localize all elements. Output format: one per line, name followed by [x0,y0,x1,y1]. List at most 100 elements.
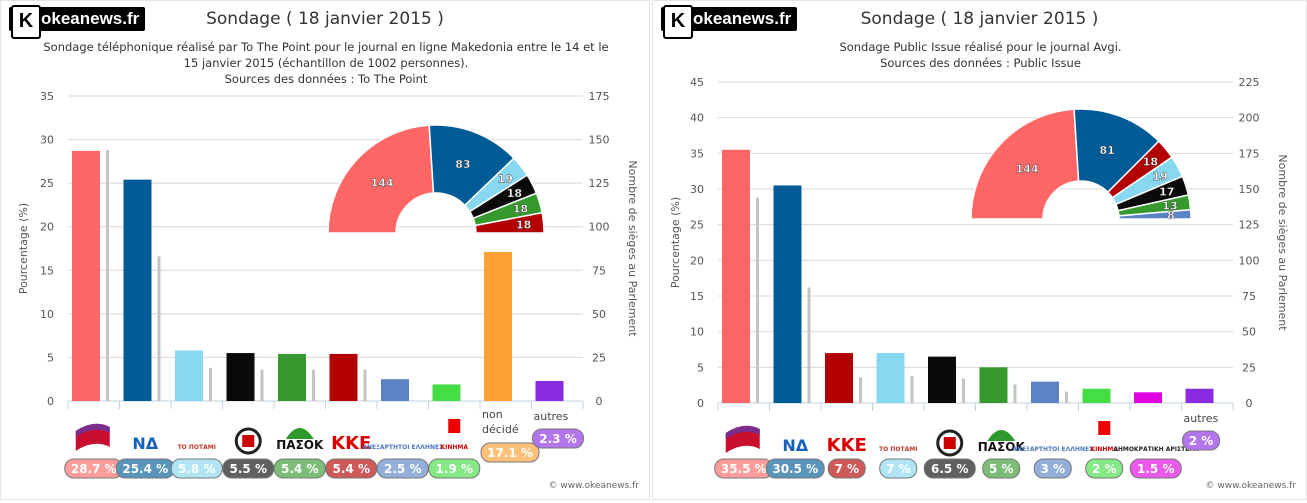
seat-slice-label: 18 [516,219,531,232]
party-logo: ΑΝΕΞΑΡΤΗΤΟΙ ΕΛΛΗΝΕΣ [1012,446,1093,453]
golden-dawn-icon [936,429,964,457]
seat-slice-label: 144 [371,176,394,189]
bar-percentage [381,379,409,401]
party-logo-text: ΝΔ [782,436,808,455]
y-tick-label: 45 [690,76,704,89]
value-pill-label: 5.4 % [333,462,370,476]
y2-tick-label: 0 [596,395,603,408]
value-pill-label: 7 % [834,462,859,476]
party-logo [725,425,760,453]
party-logo-text: ΚΚΕ [331,433,371,454]
seat-slice-label: 18 [507,187,522,200]
category-label: décidé [482,423,519,436]
value-pill-label: 2 % [1092,462,1117,476]
y2-tick-label: 100 [589,221,610,234]
y2-tick-label: 75 [1242,290,1256,303]
bar-percentage [1082,388,1111,403]
copyright: © www.okeanews.fr [548,481,639,491]
seat-slice-label: 8 [1167,209,1175,222]
party-logo-text: ΤΟ ΠΟΤΑΜΙ [879,446,917,453]
chart-subtitle: Sondage Public Issue réalisé pour le jou… [653,39,1307,71]
bar-percentage [329,353,358,401]
party-logo [936,429,964,457]
party-logo: ΑΝΕΞΑΡΤΗΤΟΙ ΕΛΛΗΝΕΣ [362,444,443,451]
bar-seats [363,369,367,401]
value-pill-label: 5.4 % [281,462,318,476]
value-pill [428,458,481,479]
logo-text: okeanews.fr [693,9,792,28]
party-logo [75,423,110,451]
y2-tick-label: 50 [592,308,606,321]
bar-percentage [928,356,956,403]
kinima-icon [1098,421,1111,435]
y2-axis-title: Nombre de sièges au Parlement [1276,154,1289,331]
party-logo-text: ΤΟ ΠΟΤΑΜΙ [178,444,216,451]
bar-percentage [278,353,306,401]
chart-subtitle: Sondage téléphonique réalisé par To The … [1,39,651,87]
y2-tick-label: 175 [589,90,610,103]
y-tick-label: 5 [47,351,54,364]
bar-seats [1065,391,1068,403]
y2-tick-label: 0 [1246,397,1253,410]
bar-percentage [123,179,152,401]
party-logo-text: ΚΙΝΗΜΑ [1090,446,1118,453]
seat-slice-label: 19 [1152,170,1167,183]
seat-slice-label: 18 [1143,156,1158,169]
seat-slice [970,108,1080,220]
bar-seats [1013,384,1017,403]
seat-slice [327,124,435,234]
value-pill-label: 35.5 % [721,462,767,476]
y2-tick-label: 200 [1239,112,1260,125]
party-logo-text: ΝΔ [132,434,158,453]
party-logo-text: ΚΚΕ [827,435,867,456]
bar-percentage [1134,392,1162,403]
party-logo: ΚΚΕ [331,433,371,454]
bar-percentage [1185,388,1214,403]
party-logo: ΝΔ [132,434,158,453]
value-pill-label: 1.9 % [436,462,473,476]
bar-percentage [722,149,750,403]
category-label: autres [1184,412,1219,425]
party-logo-text: ΠΑΣΟΚ [276,438,324,452]
bar-percentage [535,380,564,401]
seat-slice-label: 18 [513,202,528,215]
seat-slice-label: 83 [455,158,470,171]
y2-tick-label: 125 [589,177,610,190]
category-label: non [482,408,503,421]
y-tick-label: 0 [697,397,704,410]
y-tick-label: 20 [40,221,54,234]
party-logo: ΚΙΝΗΜΑ [1090,421,1118,453]
bar-seats [859,377,862,403]
value-pill [1033,458,1072,479]
golden-dawn-meander [242,435,255,447]
value-pill-label: 1.5 % [1137,462,1174,476]
y-tick-label: 15 [690,290,704,303]
category-label: autres [534,410,569,423]
bar-percentage [1031,381,1059,403]
y-tick-label: 25 [690,219,704,232]
y2-tick-label: 50 [1242,326,1256,339]
y2-tick-label: 75 [592,264,606,277]
y2-tick-label: 175 [1239,147,1260,160]
copyright: © www.okeanews.fr [1205,481,1296,491]
y-tick-label: 15 [40,264,54,277]
y2-tick-label: 100 [1239,254,1260,267]
bar-seats [312,369,315,401]
bar-percentage [825,353,853,403]
value-pill-label: 2 % [1189,434,1214,448]
value-pill [1129,458,1182,479]
bar-seats [807,287,811,403]
party-logo: ΚΚΕ [827,435,867,456]
value-pill-label: 7 % [886,462,911,476]
bar-percentage [979,367,1008,403]
subtitle-line: Sondage téléphonique réalisé par To The … [43,40,609,54]
y-tick-label: 35 [40,90,54,103]
y-tick-label: 30 [40,134,54,147]
seat-slice-label: 144 [1016,162,1039,175]
syriza-flag-stripe [725,425,760,439]
y2-tick-label: 25 [1242,361,1256,374]
bar-seats [756,197,759,403]
subtitle-line: Sources des données : To The Point [224,72,428,86]
value-pill [827,458,866,479]
